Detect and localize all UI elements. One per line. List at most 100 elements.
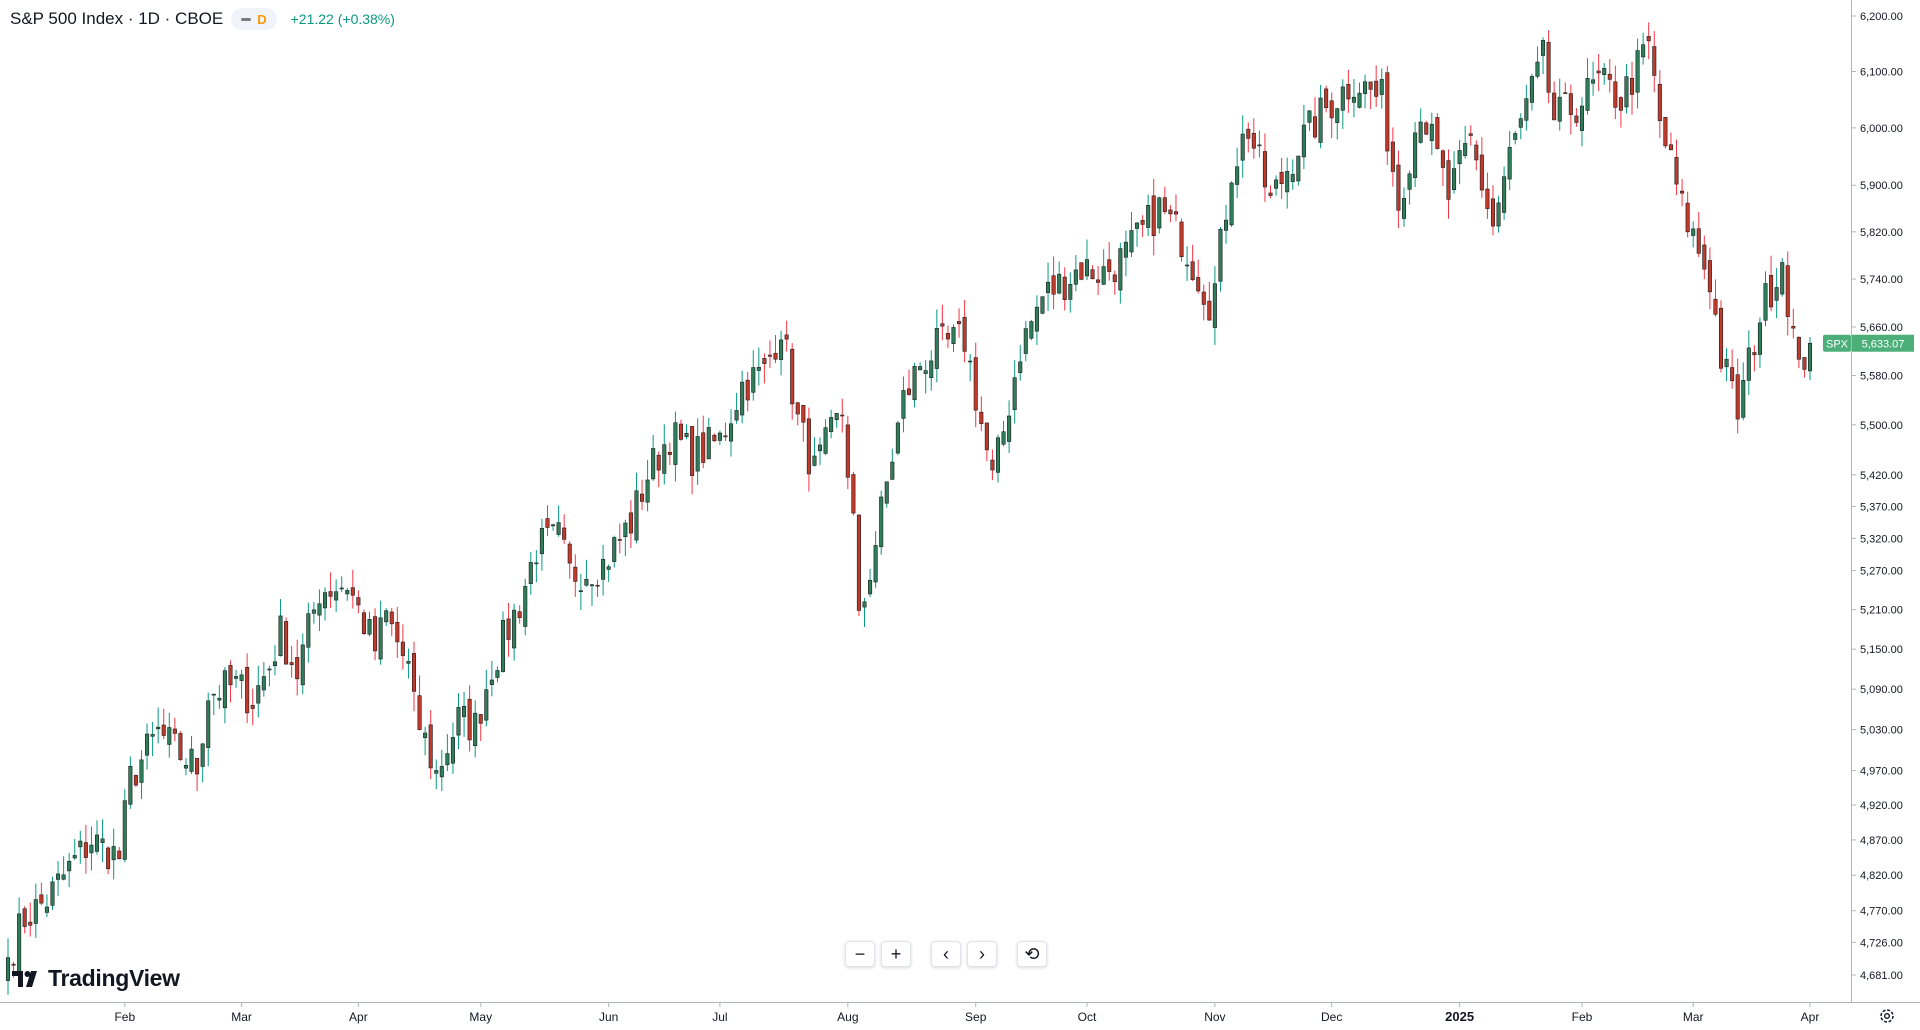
- time-axis[interactable]: Feb Mar Apr May Jun Jul Aug Sep Oct Nov Dec 2025 Feb…: [114, 1002, 1819, 1024]
- candle: [450, 722, 455, 774]
- candle: [845, 415, 850, 489]
- candle-body: [11, 963, 16, 966]
- candle-body: [1474, 144, 1479, 161]
- candle-body: [1079, 262, 1084, 280]
- candle: [1780, 258, 1785, 297]
- candle-body: [1279, 171, 1284, 184]
- candle-body: [361, 612, 366, 635]
- candle-body: [773, 352, 778, 360]
- candle: [1807, 337, 1813, 381]
- time-tick-label: Feb: [1572, 1010, 1593, 1024]
- candle: [1079, 262, 1084, 281]
- candle-body: [139, 759, 144, 783]
- candle-body: [1324, 88, 1329, 108]
- scroll-right-button[interactable]: ›: [967, 941, 997, 967]
- price-tick-label: 4,920.00: [1860, 800, 1903, 812]
- candle: [1379, 68, 1384, 109]
- candle: [1274, 175, 1279, 196]
- candle: [1001, 420, 1006, 447]
- candle-body: [1646, 36, 1651, 42]
- candle: [1229, 181, 1234, 227]
- candle: [712, 433, 717, 442]
- candle-body: [801, 404, 806, 423]
- candle-body: [1613, 81, 1618, 108]
- candle: [1084, 239, 1089, 281]
- candle: [389, 607, 394, 637]
- candle: [512, 603, 517, 661]
- time-tick-label: May: [469, 1010, 492, 1024]
- candle: [44, 894, 49, 918]
- candle-body: [706, 427, 711, 460]
- candle-body: [1212, 283, 1217, 328]
- symbol-legend[interactable]: S&P 500 Index · 1D · CBOE D +21.22 (+0.3…: [10, 8, 395, 30]
- candle: [1329, 92, 1334, 139]
- interval-pill[interactable]: D: [231, 8, 277, 30]
- candle-body: [656, 454, 661, 471]
- time-tick-label: Dec: [1321, 1010, 1342, 1024]
- candle-body: [317, 603, 322, 616]
- zoom-in-button[interactable]: +: [881, 941, 911, 967]
- candle: [434, 759, 439, 790]
- candle-body: [1769, 274, 1774, 308]
- candle-body: [1357, 92, 1362, 108]
- candle: [1335, 107, 1340, 140]
- candle: [1096, 266, 1101, 296]
- reset-chart-button[interactable]: ⟲: [1017, 941, 1047, 967]
- candle: [1635, 38, 1640, 109]
- candle: [1312, 97, 1318, 140]
- candle: [1368, 81, 1373, 110]
- interval-badge: D: [257, 11, 267, 27]
- tradingview-logo[interactable]: TradingView: [12, 965, 180, 992]
- candle: [1535, 46, 1540, 79]
- candle: [167, 712, 172, 758]
- price-axis[interactable]: 4,681.00 4,726.00 4,770.00 4,820.00 4,870.00…: [1851, 11, 1903, 982]
- candle-body: [384, 610, 389, 623]
- settings-gear-icon[interactable]: [1878, 1007, 1896, 1025]
- candle-body: [1535, 61, 1540, 77]
- candle-body: [1546, 42, 1551, 93]
- symbol-title[interactable]: S&P 500 Index · 1D · CBOE: [10, 9, 224, 28]
- candle-body: [56, 873, 61, 880]
- candle-body: [295, 657, 300, 680]
- candle: [1140, 215, 1145, 238]
- candle: [623, 519, 628, 556]
- candle: [756, 347, 761, 386]
- candle-body: [1240, 133, 1245, 161]
- candle: [1307, 110, 1312, 131]
- candle-body: [1696, 228, 1701, 254]
- candle: [439, 749, 444, 791]
- candle-body: [1385, 72, 1390, 152]
- candle: [829, 409, 834, 439]
- candle: [573, 554, 578, 597]
- candle: [506, 602, 511, 657]
- candle-body: [790, 348, 795, 405]
- scroll-left-button[interactable]: ‹: [931, 941, 961, 967]
- price-tick-label: 5,270.00: [1860, 566, 1903, 578]
- candle-body: [984, 422, 989, 451]
- candle-body: [1429, 123, 1434, 142]
- candle: [806, 407, 811, 492]
- candle-body: [1301, 124, 1306, 158]
- candle-body: [1513, 133, 1518, 140]
- candle: [901, 376, 906, 433]
- candle-body: [1485, 188, 1490, 209]
- candle: [1585, 58, 1590, 115]
- candle-body: [890, 461, 895, 480]
- candle-body: [601, 559, 606, 580]
- candle-body: [612, 537, 617, 562]
- candle-body: [1129, 230, 1134, 253]
- candle: [957, 308, 962, 338]
- candle: [1596, 53, 1601, 92]
- candle: [211, 693, 216, 716]
- zoom-out-button[interactable]: −: [845, 941, 875, 967]
- candle: [1346, 69, 1351, 113]
- candle-body: [1668, 144, 1673, 151]
- candle-body: [400, 641, 405, 656]
- candle: [39, 882, 44, 906]
- candle: [1424, 120, 1429, 136]
- candle-body: [834, 413, 839, 421]
- candle: [1340, 79, 1345, 129]
- candle: [562, 514, 567, 544]
- candle: [1196, 259, 1201, 294]
